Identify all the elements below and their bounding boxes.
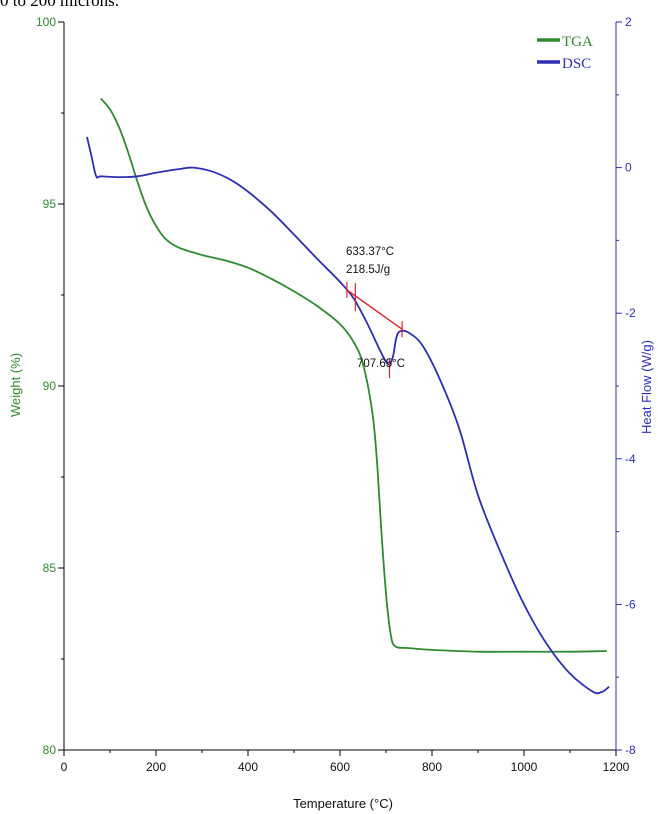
caption-fragment: 0 to 200 microns. bbox=[0, 0, 119, 10]
y-right-tick-label: -4 bbox=[625, 452, 636, 466]
y-left-tick-label: 80 bbox=[43, 743, 57, 757]
x-tick-label: 800 bbox=[422, 760, 442, 774]
y-left-tick-label: 90 bbox=[43, 379, 57, 393]
x-tick-label: 0 bbox=[61, 760, 68, 774]
x-tick-label: 400 bbox=[238, 760, 258, 774]
left-axis-title: Weight (%) bbox=[8, 353, 23, 417]
annotation-layer: 633.37°C 218.5J/g 707.65°C bbox=[346, 246, 405, 379]
right-axis-title: Heat Flow (W/g) bbox=[639, 340, 654, 434]
series-layer bbox=[86, 97, 610, 695]
x-tick-label: 1200 bbox=[603, 760, 630, 774]
x-tick-label: 600 bbox=[330, 760, 350, 774]
y-left-tick-label: 100 bbox=[36, 15, 56, 29]
x-tick-label: 1000 bbox=[511, 760, 538, 774]
legend: TGA DSC bbox=[537, 34, 593, 72]
y-right-tick-label: -6 bbox=[625, 597, 636, 611]
y-right-tick-label: 2 bbox=[625, 15, 632, 29]
series-line-dsc bbox=[86, 136, 610, 695]
peak-temp-label: 707.65°C bbox=[357, 358, 405, 370]
y-right-tick-label: 0 bbox=[625, 161, 632, 175]
x-axis-title: Temperature (°C) bbox=[293, 796, 393, 811]
y-left-tick-label: 95 bbox=[43, 197, 57, 211]
axes: 0 200 400 600 800 1000 1200 80 85 90 95 100 -8 -6 -4 -2… bbox=[36, 15, 636, 774]
x-tick-label: 200 bbox=[146, 760, 166, 774]
series-line-tga bbox=[100, 97, 607, 653]
onset-temp-label: 633.37°C bbox=[346, 246, 394, 258]
y-left-tick-label: 85 bbox=[43, 561, 57, 575]
legend-label-dsc: DSC bbox=[562, 56, 591, 72]
y-right-tick-label: -2 bbox=[625, 306, 636, 320]
legend-label-tga: TGA bbox=[562, 34, 593, 50]
tangent-line bbox=[346, 289, 403, 330]
enthalpy-label: 218.5J/g bbox=[346, 264, 390, 276]
y-right-tick-label: -8 bbox=[625, 743, 636, 757]
